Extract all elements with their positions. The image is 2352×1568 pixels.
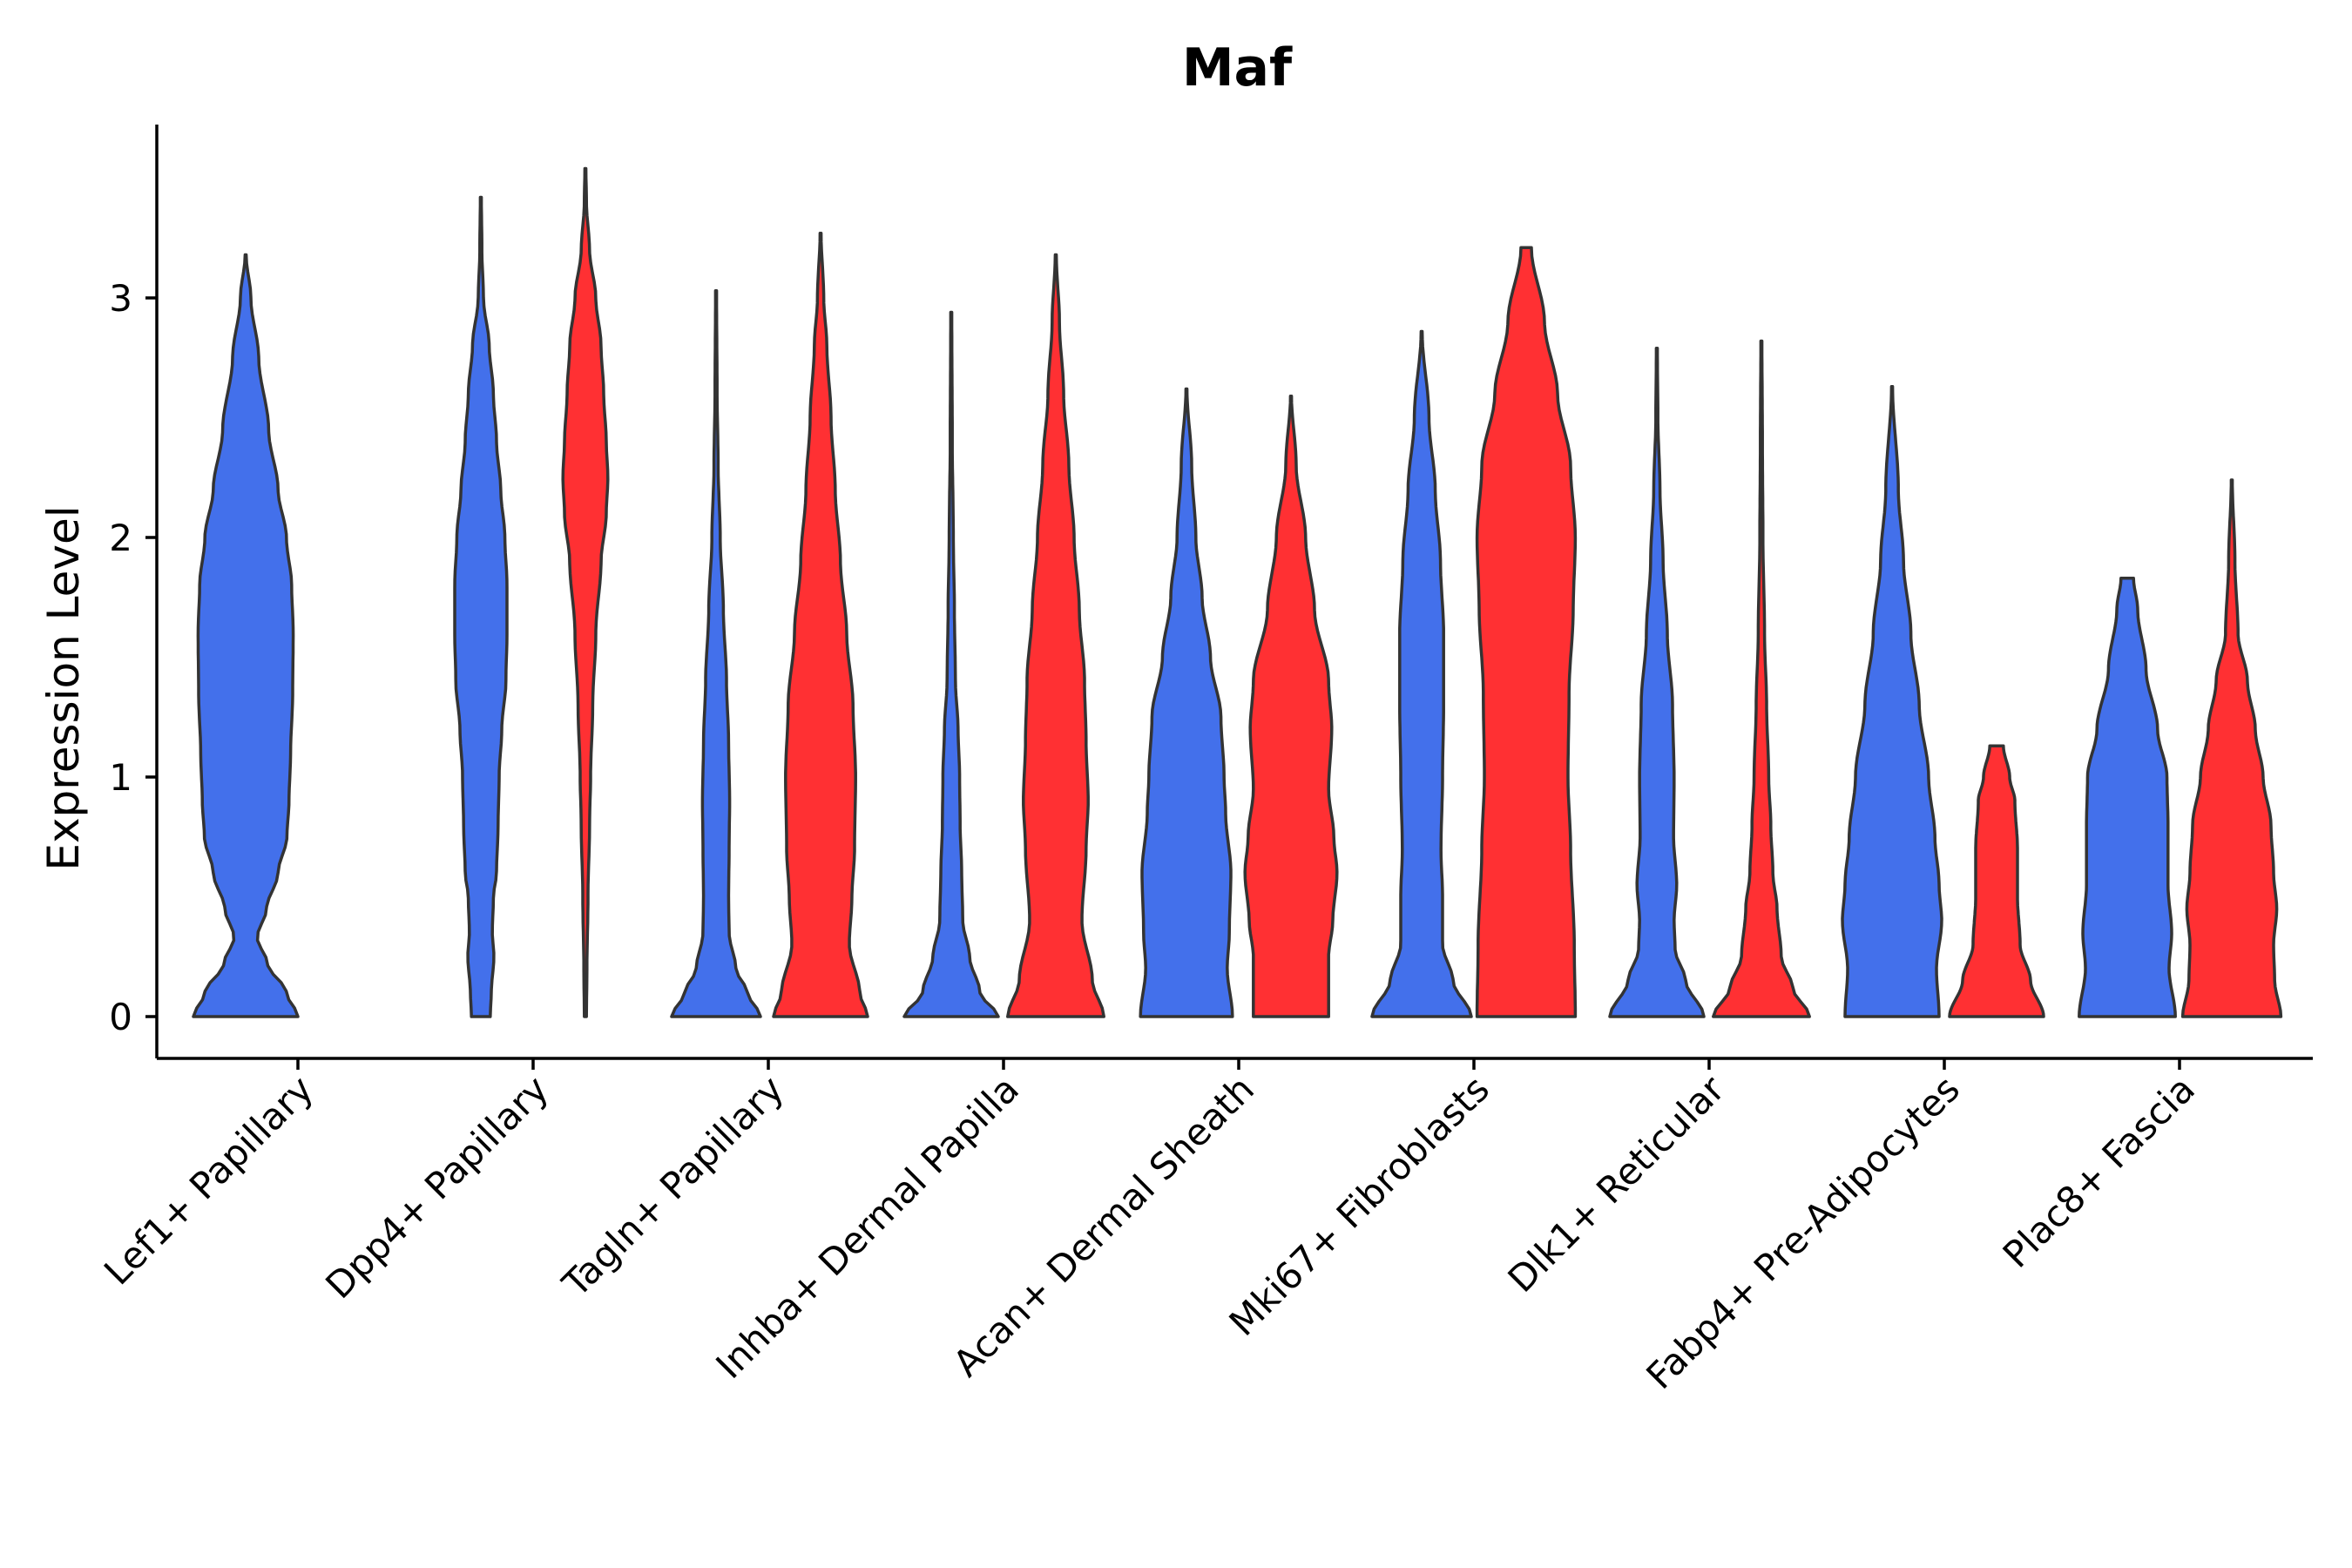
violin-left <box>1370 329 1473 1018</box>
violin-right <box>1948 744 2045 1018</box>
violin-left <box>1841 385 1943 1018</box>
violin-right <box>1712 339 1811 1018</box>
y-axis-label: Expression Level <box>38 505 89 870</box>
y-tick-label: 3 <box>109 277 132 320</box>
violin-right <box>1243 395 1339 1018</box>
violin-right <box>561 166 610 1018</box>
x-tick-label: Mki67+ Fibroblasts <box>1221 1067 1497 1343</box>
violin-left <box>2078 577 2177 1018</box>
x-tick-label: Tagln+ Papillary <box>554 1067 792 1305</box>
x-tick-label: Plac8+ Fascia <box>1995 1067 2203 1275</box>
violin-right <box>772 232 869 1018</box>
violin-left <box>453 195 509 1018</box>
violin-left <box>192 253 300 1018</box>
violin-right <box>1006 253 1105 1018</box>
violin-left <box>1139 387 1234 1018</box>
chart-title: Maf <box>1182 37 1293 98</box>
violin-right <box>2180 478 2283 1018</box>
y-tick-label: 2 <box>109 517 132 559</box>
x-tick-label: Lef1+ Papillary <box>96 1067 321 1293</box>
y-tick-label: 0 <box>109 996 132 1038</box>
x-tick-label: Dlk1+ Reticular <box>1500 1067 1734 1301</box>
violin-group <box>192 166 2283 1018</box>
violin-right <box>1475 246 1578 1018</box>
x-tick-label: Dpp4+ Papillary <box>317 1067 557 1307</box>
violin-left <box>1608 347 1706 1018</box>
y-tick-label: 1 <box>109 756 132 799</box>
violin-left <box>670 289 762 1018</box>
violin-left <box>902 310 1000 1018</box>
